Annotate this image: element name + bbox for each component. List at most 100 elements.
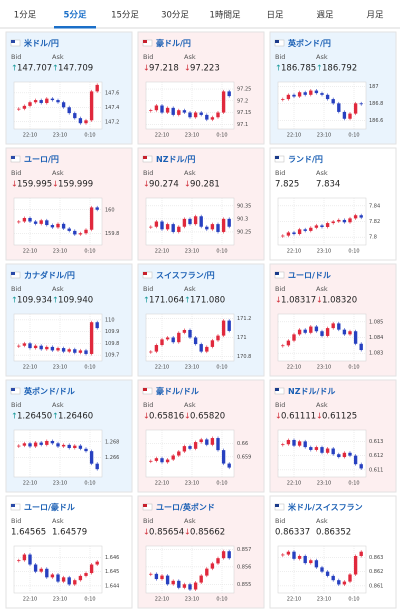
candle-body xyxy=(171,107,175,115)
pair-name[interactable]: 米ドル/スイスフラン xyxy=(287,502,363,512)
candle-body xyxy=(171,455,175,460)
candle-body xyxy=(89,91,94,121)
ask-label: Ask xyxy=(184,285,196,293)
candle-body xyxy=(84,573,88,576)
tab[interactable]: 1時間足 xyxy=(210,11,241,21)
x-tick-label: 23:10 xyxy=(185,133,199,139)
candle-body xyxy=(348,331,352,335)
tab[interactable]: 週足 xyxy=(316,11,334,21)
ask-price: 159.999 xyxy=(58,180,93,190)
candle-body xyxy=(39,568,43,572)
ask-arrow: ↓ xyxy=(184,180,191,189)
pair-name[interactable]: 豪ドル/円 xyxy=(156,38,191,48)
candle-body xyxy=(78,575,83,581)
candle-body xyxy=(33,345,38,349)
candle-body xyxy=(73,445,77,449)
candle-body xyxy=(149,460,153,462)
pair-name[interactable]: 英ポンド/円 xyxy=(287,38,331,48)
candle-body xyxy=(331,221,335,224)
pair-name[interactable]: NZドル/ドル xyxy=(288,387,335,396)
y-tick-label: 1.644 xyxy=(105,583,119,589)
candle-body xyxy=(188,446,192,449)
ask-arrow: ↑ xyxy=(184,296,191,305)
bid-label: Bid xyxy=(143,53,153,61)
candle-body xyxy=(314,447,319,450)
tab[interactable]: 1分足 xyxy=(14,11,37,21)
tab[interactable]: 月足 xyxy=(366,11,384,21)
x-tick-label: 23:10 xyxy=(53,365,67,371)
y-tick-label: 186.6 xyxy=(369,118,383,124)
candle-body xyxy=(193,216,198,225)
x-tick-label: 0:10 xyxy=(84,481,95,487)
pair-name[interactable]: 英ポンド/ドル xyxy=(23,386,75,396)
candle-body xyxy=(216,224,220,232)
pair-name[interactable]: スイスフラン/円 xyxy=(156,271,215,280)
candle-body xyxy=(337,323,341,330)
ask-label: Ask xyxy=(52,401,64,409)
y-tick-label: 147.2 xyxy=(105,119,119,125)
flag-mark xyxy=(143,156,147,159)
candle-body xyxy=(199,344,203,352)
candle-body xyxy=(177,110,181,115)
chart-area xyxy=(13,429,103,478)
candle-body xyxy=(39,220,43,224)
ask-label: Ask xyxy=(316,285,328,293)
candle-body xyxy=(50,346,55,351)
pair-name[interactable]: ユーロ/ドル xyxy=(288,271,331,280)
candle-body xyxy=(89,207,94,230)
y-tick-label: 170.8 xyxy=(237,354,251,360)
bid-price: 171.064 xyxy=(149,296,184,306)
pair-name[interactable]: ランド/円 xyxy=(288,155,323,164)
pair-name[interactable]: NZドル/円 xyxy=(156,155,195,164)
flag-mark xyxy=(11,388,15,391)
ask-price: 147.709 xyxy=(58,64,93,74)
ask-price: 97.223 xyxy=(190,64,220,74)
candle-body xyxy=(165,575,170,585)
y-tick-label: 7.84 xyxy=(369,203,380,209)
tab[interactable]: 5分足 xyxy=(64,10,87,21)
y-tick-label: 97.25 xyxy=(237,87,251,93)
candle-body xyxy=(314,326,319,332)
y-tick-label: 0.613 xyxy=(369,439,383,445)
x-tick-label: 23:10 xyxy=(185,597,199,603)
pair-name[interactable]: カナダドル/円 xyxy=(24,270,75,280)
x-tick-label: 23:10 xyxy=(53,597,67,603)
candle-body xyxy=(50,574,55,578)
candle-body xyxy=(199,575,203,583)
tab[interactable]: 日足 xyxy=(266,11,284,21)
y-tick-label: 0.659 xyxy=(237,454,251,460)
candle-body xyxy=(45,440,49,445)
pair-name[interactable]: ユーロ/円 xyxy=(24,155,59,164)
y-tick-label: 171.2 xyxy=(237,316,251,322)
flag-mark xyxy=(11,504,15,507)
candle-body xyxy=(182,329,187,333)
candle-body xyxy=(56,443,60,447)
candle-body xyxy=(320,331,324,336)
bid-price: 1.64565 xyxy=(11,528,46,538)
pair-name[interactable]: 米ドル/円 xyxy=(23,38,59,48)
candle-body xyxy=(286,232,291,236)
candle-body xyxy=(78,445,83,449)
x-tick-label: 22:10 xyxy=(23,249,37,255)
candle-body xyxy=(177,332,181,343)
candle-body xyxy=(177,451,181,456)
x-tick-label: 0:10 xyxy=(84,249,95,255)
candle-body xyxy=(154,573,159,580)
tab[interactable]: 15分足 xyxy=(111,11,139,21)
y-tick-label: 90.3 xyxy=(237,216,248,222)
candle-body xyxy=(56,574,60,582)
candle-body xyxy=(188,218,192,225)
pair-name[interactable]: ユーロ/豪ドル xyxy=(24,502,75,512)
x-tick-label: 23:10 xyxy=(317,133,331,139)
candle-body xyxy=(337,219,341,222)
tab[interactable]: 30分足 xyxy=(161,11,189,21)
candle-body xyxy=(227,320,231,331)
x-tick-label: 23:10 xyxy=(53,249,67,255)
pair-name[interactable]: ユーロ/英ポンド xyxy=(156,502,215,512)
candle-body xyxy=(314,90,319,94)
pair-name[interactable]: 豪ドル/ドル xyxy=(156,386,199,396)
candle-body xyxy=(171,580,175,585)
y-tick-label: 171 xyxy=(237,335,247,341)
candle-body xyxy=(182,584,187,588)
bid-label: Bid xyxy=(143,517,153,525)
